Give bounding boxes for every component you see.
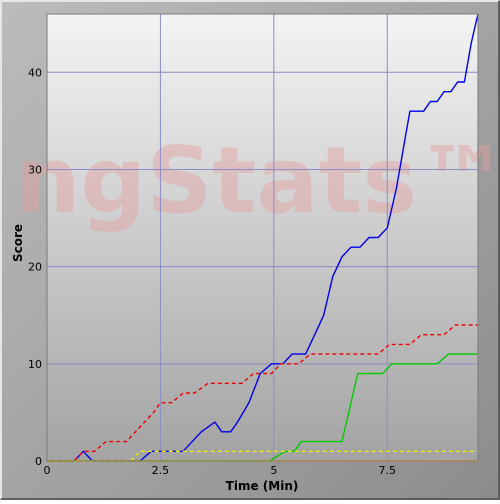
x-tick-label: 5 [270, 464, 277, 477]
series-line-4 [47, 450, 478, 462]
watermark-text: ngStats™ [15, 127, 500, 234]
tick-labels: 0 2.5 5 7.5 0 10 20 30 40 [28, 66, 396, 477]
y-axis-title: Score [11, 224, 25, 262]
x-tick-label: 0 [44, 464, 51, 477]
x-axis-title: Time (Min) [226, 479, 299, 493]
x-tick-label: 7.5 [379, 464, 397, 477]
y-tick-label: 10 [28, 358, 42, 371]
y-tick-label: 20 [28, 261, 42, 274]
plot-border [46, 13, 479, 462]
series-line-3 [47, 353, 478, 462]
y-tick-label: 0 [35, 455, 42, 468]
y-tick-label: 30 [28, 163, 42, 176]
y-tick-label: 40 [28, 66, 42, 79]
plot-area [47, 14, 478, 461]
series-line-2 [47, 324, 478, 462]
x-tick-label: 2.5 [152, 464, 170, 477]
